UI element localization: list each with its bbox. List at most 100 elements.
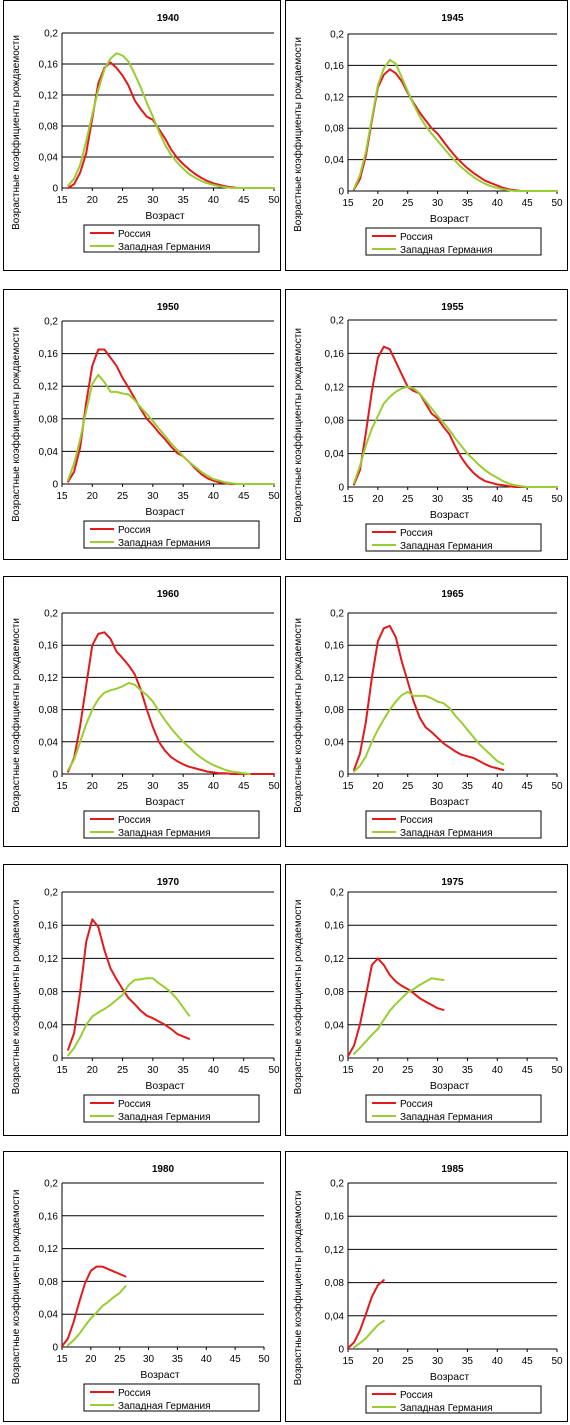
legend-box xyxy=(365,1094,542,1123)
legend-label-russia: Россия xyxy=(118,815,151,826)
x-tick-label: 40 xyxy=(492,1065,504,1076)
x-tick-label: 50 xyxy=(268,1065,280,1076)
series-line-russia xyxy=(67,61,275,189)
y-tick-label: 0 xyxy=(52,184,58,195)
y-tick-label: 0,04 xyxy=(325,737,345,748)
y-tick-label: 0 xyxy=(338,483,344,494)
legend-label-russia: Россия xyxy=(118,229,151,240)
x-tick-label: 50 xyxy=(551,198,563,209)
x-tick-label: 50 xyxy=(551,494,563,505)
y-axis-label: Возрастные коэффициенты рождаемости xyxy=(292,37,304,232)
legend-label-russia: Россия xyxy=(400,1099,433,1110)
x-tick-label: 50 xyxy=(551,1356,563,1367)
legend-label-west-germany: Западная Германия xyxy=(400,245,493,256)
x-tick-label: 40 xyxy=(208,195,220,206)
x-tick-label: 30 xyxy=(432,198,444,209)
y-axis-label: Возрастные коэффициенты рождаемости xyxy=(10,1190,22,1385)
x-tick-label: 15 xyxy=(56,195,68,206)
x-axis-label: Возраст xyxy=(430,796,469,808)
y-tick-label: 0,12 xyxy=(39,1244,59,1255)
legend-label-west-germany: Западная Германия xyxy=(118,538,211,549)
chart-1950: 1950 0 0,04 0,08 0,12 0,16 0,2 15 20 25 30 35 40 45 50… xyxy=(10,302,280,549)
x-tick-label: 20 xyxy=(372,1356,384,1367)
y-axis-label: Возрастные коэффициенты рождаемости xyxy=(10,900,22,1095)
y-tick-label: 0,2 xyxy=(44,317,58,328)
y-tick-label: 0,2 xyxy=(44,1179,58,1190)
y-tick-label: 0,16 xyxy=(39,1211,59,1222)
y-tick-label: 0,12 xyxy=(325,954,345,965)
x-tick-label: 30 xyxy=(147,1065,159,1076)
x-tick-label: 40 xyxy=(492,781,504,792)
y-axis-label: Возрастные коэффициенты рождаемости xyxy=(10,327,22,522)
x-tick-label: 30 xyxy=(432,494,444,505)
chart-title: 1960 xyxy=(157,589,180,600)
y-tick-label: 0,04 xyxy=(39,737,59,748)
y-tick-label: 0,2 xyxy=(44,609,58,620)
chart-panel-1950: 1950 0 0,04 0,08 0,12 0,16 0,2 15 20 25 30 35 40 45 50… xyxy=(3,289,281,560)
y-tick-label: 0,04 xyxy=(325,1020,345,1031)
x-tick-label: 35 xyxy=(178,1065,190,1076)
y-tick-label: 0,08 xyxy=(39,987,59,998)
x-axis-label: Возраст xyxy=(145,1080,184,1092)
x-tick-label: 15 xyxy=(56,1354,68,1365)
x-tick-label: 45 xyxy=(238,491,250,502)
x-tick-label: 25 xyxy=(402,781,414,792)
y-tick-label: 0,04 xyxy=(39,153,59,164)
series-line-west-germany xyxy=(67,52,275,189)
x-tick-label: 35 xyxy=(178,491,190,502)
y-tick-label: 0,04 xyxy=(325,155,345,166)
x-tick-label: 15 xyxy=(56,781,68,792)
x-tick-label: 35 xyxy=(462,1065,474,1076)
y-tick-label: 0,16 xyxy=(325,921,345,932)
legend-box xyxy=(83,1094,260,1123)
x-tick-label: 45 xyxy=(238,781,250,792)
x-tick-label: 50 xyxy=(258,1354,270,1365)
x-tick-label: 30 xyxy=(432,1065,444,1076)
x-tick-label: 30 xyxy=(432,1356,444,1367)
x-tick-label: 15 xyxy=(56,491,68,502)
y-tick-label: 0,04 xyxy=(39,1310,59,1321)
y-tick-label: 0,2 xyxy=(330,316,344,327)
chart-panel-1985: 1985 0 0,04 0,08 0,12 0,16 0,2 15 20 25 30 35 40 45 50… xyxy=(285,1151,568,1422)
x-tick-label: 45 xyxy=(230,1354,242,1365)
x-tick-label: 35 xyxy=(178,195,190,206)
series-line-russia xyxy=(347,957,445,1058)
legend-box xyxy=(365,810,542,839)
y-tick-label: 0 xyxy=(338,770,344,781)
x-tick-label: 20 xyxy=(87,1065,99,1076)
x-tick-label: 40 xyxy=(492,1356,504,1367)
series-line-russia xyxy=(67,631,275,775)
y-axis-label: Возрастные коэффициенты рождаемости xyxy=(10,35,22,230)
y-tick-label: 0,2 xyxy=(330,888,344,899)
x-tick-label: 50 xyxy=(551,1065,563,1076)
series-line-west-germany xyxy=(67,373,275,485)
x-tick-label: 25 xyxy=(117,491,129,502)
y-tick-label: 0,12 xyxy=(325,673,345,684)
x-axis-label: Возраст xyxy=(145,210,184,222)
x-tick-label: 50 xyxy=(268,491,280,502)
y-tick-label: 0,16 xyxy=(39,641,59,652)
series-line-russia xyxy=(353,624,505,771)
y-tick-label: 0 xyxy=(338,1345,344,1356)
x-tick-label: 25 xyxy=(402,494,414,505)
y-tick-label: 0 xyxy=(338,187,344,198)
y-axis-label: Возрастные коэффициенты рождаемости xyxy=(10,618,22,813)
chart-1985: 1985 0 0,04 0,08 0,12 0,16 0,2 15 20 25 30 35 40 45 50… xyxy=(292,1164,563,1414)
y-tick-label: 0 xyxy=(338,1054,344,1065)
x-tick-label: 35 xyxy=(462,494,474,505)
x-axis-label: Возраст xyxy=(145,796,184,808)
x-tick-label: 15 xyxy=(342,198,354,209)
chart-title: 1970 xyxy=(157,877,180,888)
y-tick-label: 0,12 xyxy=(39,673,59,684)
x-tick-label: 50 xyxy=(268,781,280,792)
y-tick-label: 0,12 xyxy=(325,92,345,103)
y-tick-label: 0,2 xyxy=(44,29,58,40)
x-tick-label: 25 xyxy=(402,198,414,209)
x-tick-label: 30 xyxy=(147,491,159,502)
legend-label-west-germany: Западная Германия xyxy=(118,828,211,839)
x-tick-label: 15 xyxy=(56,1065,68,1076)
x-tick-label: 20 xyxy=(372,1065,384,1076)
x-tick-label: 40 xyxy=(208,491,220,502)
x-tick-label: 40 xyxy=(492,198,504,209)
legend-label-west-germany: Западная Германия xyxy=(118,1401,211,1412)
